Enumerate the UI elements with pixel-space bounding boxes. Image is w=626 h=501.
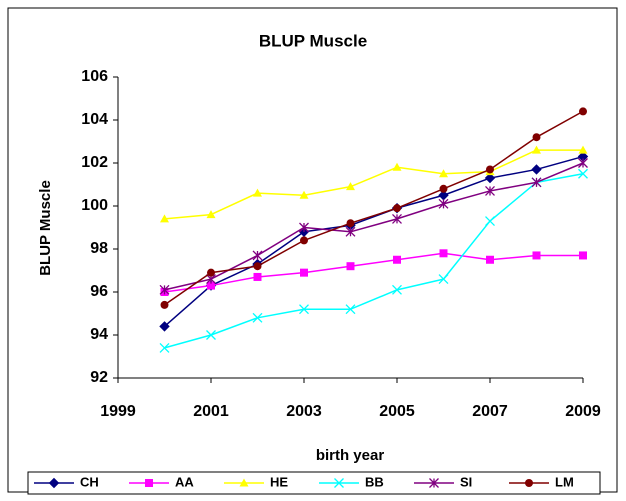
marker [346, 219, 355, 228]
y-tick-label: 102 [81, 154, 108, 171]
y-tick-label: 98 [90, 240, 108, 257]
x-tick-label: 1999 [100, 403, 136, 420]
marker [299, 222, 309, 233]
legend-label: LM [555, 474, 574, 489]
y-tick-label: 94 [90, 326, 108, 343]
legend-box [27, 471, 601, 495]
series-line [164, 149, 583, 220]
marker [579, 107, 587, 116]
marker [300, 268, 308, 277]
marker [532, 145, 541, 154]
marker [253, 188, 262, 197]
marker [300, 236, 308, 245]
y-tick-label: 92 [90, 369, 108, 386]
x-tick-label: 2007 [472, 403, 508, 420]
marker [579, 251, 587, 260]
marker [486, 255, 494, 264]
marker [393, 255, 401, 264]
marker [484, 172, 496, 184]
marker [438, 274, 449, 285]
x-tick-label: 2009 [565, 403, 601, 420]
marker [346, 262, 355, 271]
series-line [164, 162, 584, 291]
marker [206, 330, 216, 340]
marker [392, 284, 402, 295]
series-line [164, 252, 583, 293]
marker [159, 342, 170, 353]
marker [299, 304, 309, 315]
marker [346, 182, 355, 191]
marker [393, 204, 401, 213]
y-tick-label: 106 [81, 68, 108, 85]
marker [532, 133, 541, 142]
legend-marker [525, 479, 533, 487]
x-axis-label: birth year [316, 447, 385, 464]
series-line [164, 173, 584, 349]
x-tick-label: 2005 [379, 403, 415, 420]
marker [439, 169, 448, 178]
marker [207, 281, 215, 290]
marker [207, 268, 215, 277]
marker [485, 216, 495, 227]
legend-marker [145, 479, 153, 487]
marker [439, 249, 448, 258]
marker [578, 158, 588, 168]
marker [531, 164, 542, 175]
marker [578, 145, 588, 154]
marker [253, 262, 262, 271]
y-tick-label: 96 [90, 283, 108, 300]
y-tick-label: 104 [81, 111, 108, 128]
marker [531, 177, 542, 188]
legend-label: SI [460, 474, 472, 489]
chart-title: BLUP Muscle [259, 31, 367, 50]
series-line [164, 155, 584, 327]
marker [392, 162, 402, 171]
legend-label: BB [365, 474, 384, 489]
marker [252, 250, 263, 261]
legend-marker [48, 477, 60, 489]
marker [159, 321, 170, 332]
marker [485, 185, 495, 196]
marker [345, 304, 356, 315]
legend-label: HE [270, 474, 288, 489]
marker [253, 272, 262, 281]
marker [299, 190, 309, 199]
marker [392, 213, 402, 224]
marker [206, 210, 216, 219]
x-tick-label: 2001 [193, 403, 229, 420]
marker [345, 226, 356, 237]
legend-marker [239, 478, 249, 487]
y-tick-label: 100 [81, 197, 108, 214]
marker [438, 198, 449, 209]
marker [486, 165, 494, 174]
legend-label: AA [175, 474, 194, 489]
marker [159, 284, 170, 295]
series-line [164, 110, 584, 306]
x-tick-label: 2003 [286, 403, 322, 420]
marker [160, 214, 169, 223]
chart-border [7, 7, 618, 493]
legend-marker [334, 478, 344, 488]
y-axis-label: BLUP Muscle [37, 180, 54, 276]
marker [252, 312, 263, 323]
marker [439, 184, 448, 193]
legend-label: CH [80, 474, 99, 489]
legend-marker [429, 478, 439, 488]
marker [578, 168, 588, 179]
marker [160, 300, 169, 309]
marker [532, 251, 541, 260]
